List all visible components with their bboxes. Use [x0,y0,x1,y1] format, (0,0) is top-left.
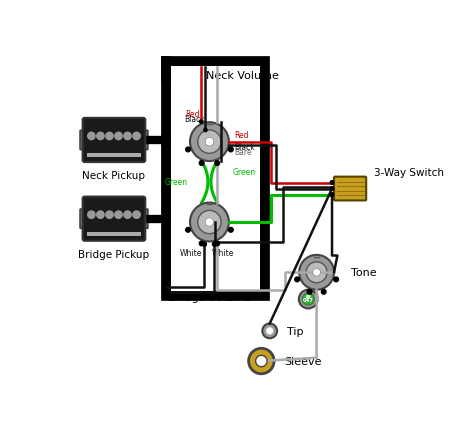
Circle shape [302,293,314,306]
Circle shape [306,262,327,283]
Circle shape [97,133,104,140]
Text: Red: Red [234,131,248,140]
Circle shape [267,328,273,334]
Circle shape [228,228,233,233]
Circle shape [97,211,104,219]
Circle shape [228,148,233,152]
Text: Bare: Bare [234,148,252,157]
FancyBboxPatch shape [82,197,146,241]
Circle shape [204,129,207,132]
Bar [87,233,141,237]
FancyBboxPatch shape [80,210,86,229]
Text: 047: 047 [303,297,314,302]
Bar [87,154,141,158]
Text: Green: Green [232,168,255,177]
Text: Tip: Tip [287,326,304,336]
Text: White: White [211,249,234,257]
FancyBboxPatch shape [334,177,366,201]
Text: White: White [179,249,201,257]
Text: Black: Black [184,115,205,123]
Circle shape [295,277,300,282]
Text: Bridge Volume: Bridge Volume [169,293,250,302]
Circle shape [330,181,334,185]
Circle shape [307,296,310,299]
Circle shape [200,121,203,124]
Text: Red: Red [185,110,200,119]
Circle shape [199,161,204,166]
Circle shape [215,242,219,246]
Circle shape [330,187,334,191]
Circle shape [190,123,229,162]
Circle shape [202,243,206,247]
Circle shape [330,193,334,197]
Circle shape [330,194,334,197]
FancyBboxPatch shape [142,131,148,150]
Circle shape [321,290,326,294]
Circle shape [124,133,131,140]
Text: Neck Pickup: Neck Pickup [82,171,146,181]
Circle shape [255,355,267,367]
Circle shape [106,211,113,219]
Text: Tone: Tone [351,268,376,278]
FancyBboxPatch shape [142,210,148,229]
Circle shape [212,243,217,247]
Circle shape [330,181,334,185]
Circle shape [124,211,131,219]
Circle shape [115,211,122,219]
Circle shape [307,290,312,294]
Circle shape [199,242,204,246]
Circle shape [262,324,277,339]
Circle shape [133,133,140,140]
Text: Green: Green [165,178,188,187]
Circle shape [198,211,221,234]
Circle shape [186,228,191,233]
Circle shape [88,133,95,140]
Circle shape [313,269,320,276]
Text: Black: Black [234,142,255,151]
Text: Bridge Pickup: Bridge Pickup [78,249,149,259]
Circle shape [205,218,214,227]
Circle shape [115,133,122,140]
Circle shape [133,211,140,219]
Circle shape [215,161,219,166]
Circle shape [198,131,221,154]
Circle shape [299,290,318,309]
Text: 3-Way Switch: 3-Way Switch [374,168,444,178]
Circle shape [334,277,338,282]
FancyBboxPatch shape [80,131,86,150]
Text: Neck Volume: Neck Volume [207,70,279,80]
Circle shape [106,133,113,140]
Circle shape [205,138,214,147]
FancyBboxPatch shape [82,118,146,163]
Text: Sleeve: Sleeve [284,356,322,366]
Circle shape [88,211,95,219]
Circle shape [299,255,334,290]
Circle shape [190,203,229,242]
Circle shape [249,349,274,374]
Circle shape [330,187,334,191]
Circle shape [186,148,191,152]
